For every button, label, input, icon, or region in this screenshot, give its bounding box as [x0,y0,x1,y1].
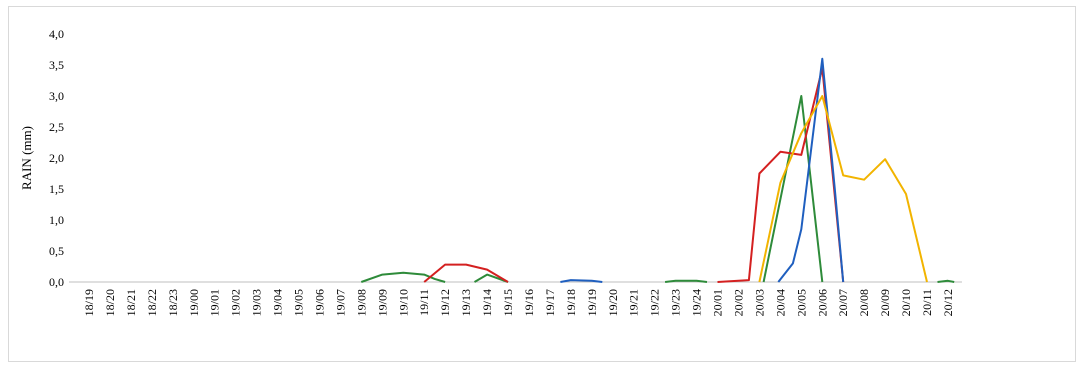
y-tick-label: 3,5 [49,58,64,72]
x-tick-label: 20/11 [920,289,934,316]
x-tick-label: 19/15 [501,289,515,316]
x-tick-label: 20/05 [794,289,808,316]
x-tick-label: 20/03 [752,289,766,316]
series-line-1 [423,263,509,283]
x-tick-label: 19/09 [375,289,389,316]
y-tick-label: 2,5 [49,120,64,134]
x-tick-label: 19/22 [648,289,662,316]
x-tick-label: 19/04 [271,289,285,316]
series-line-2 [560,279,603,283]
y-tick-label: 1,0 [49,213,64,227]
series-line-0 [473,273,509,283]
series-line-2 [777,57,845,283]
series-line-0 [360,271,446,283]
x-tick-label: 18/19 [82,289,96,316]
x-tick-label: 19/18 [564,289,578,316]
x-tick-label: 20/02 [731,289,745,316]
x-tick-label: 19/06 [312,289,326,316]
x-tick-label: 20/01 [711,289,725,316]
y-tick-label: 0,0 [49,275,64,289]
x-tick-label: 19/24 [690,289,704,316]
x-tick-label: 19/17 [543,289,557,316]
x-tick-label: 19/21 [627,289,641,316]
x-tick-label: 19/12 [438,289,452,316]
series-line-3 [758,95,928,283]
y-tick-label: 2,0 [49,151,64,165]
x-tick-label: 19/00 [187,289,201,316]
y-tick-label: 4,0 [49,27,64,41]
x-tick-label: 18/22 [145,289,159,316]
x-tick-label: 19/14 [480,289,494,316]
y-tick-label: 3,0 [49,89,64,103]
x-tick-label: 20/06 [815,289,829,316]
x-tick-label: 19/08 [354,289,368,316]
x-tick-label: 19/02 [229,289,243,316]
x-tick-label: 19/20 [606,289,620,316]
x-tick-label: 18/21 [124,289,138,316]
x-tick-label: 19/23 [669,289,683,316]
x-tick-label: 19/01 [208,289,222,316]
rain-line-chart: 0,0 0,5 1,0 1,5 2,0 2,5 3,0 3,5 4,0 RAIN (mm) 18/1… [19,27,962,316]
x-tick-label: 19/11 [417,289,431,316]
x-tick-label: 20/12 [941,289,955,316]
chart-frame: 0,0 0,5 1,0 1,5 2,0 2,5 3,0 3,5 4,0 RAIN (mm) 18/1… [8,6,1076,362]
x-tick-label: 19/05 [292,289,306,316]
x-tick-label: 19/13 [459,289,473,316]
x-tick-label: 20/07 [836,289,850,316]
series-line-0 [937,279,955,283]
x-tick-label: 18/20 [103,289,117,316]
x-tick-label: 20/10 [899,289,913,316]
series-line-0 [664,279,708,283]
x-tick-label: 18/23 [166,289,180,316]
x-tick-label: 19/10 [396,289,410,316]
x-tick-label: 20/08 [857,289,871,316]
y-tick-label: 0,5 [49,244,64,258]
x-tick-label: 19/16 [522,289,536,316]
x-tick-label: 19/07 [333,289,347,316]
x-tick-label: 20/04 [773,289,787,316]
y-axis-title: RAIN (mm) [19,126,34,190]
x-tick-label: 19/03 [250,289,264,316]
x-tick-label: 19/19 [585,289,599,316]
y-tick-label: 1,5 [49,182,64,196]
x-tick-label: 20/09 [878,289,892,316]
series-line-0 [762,95,824,283]
